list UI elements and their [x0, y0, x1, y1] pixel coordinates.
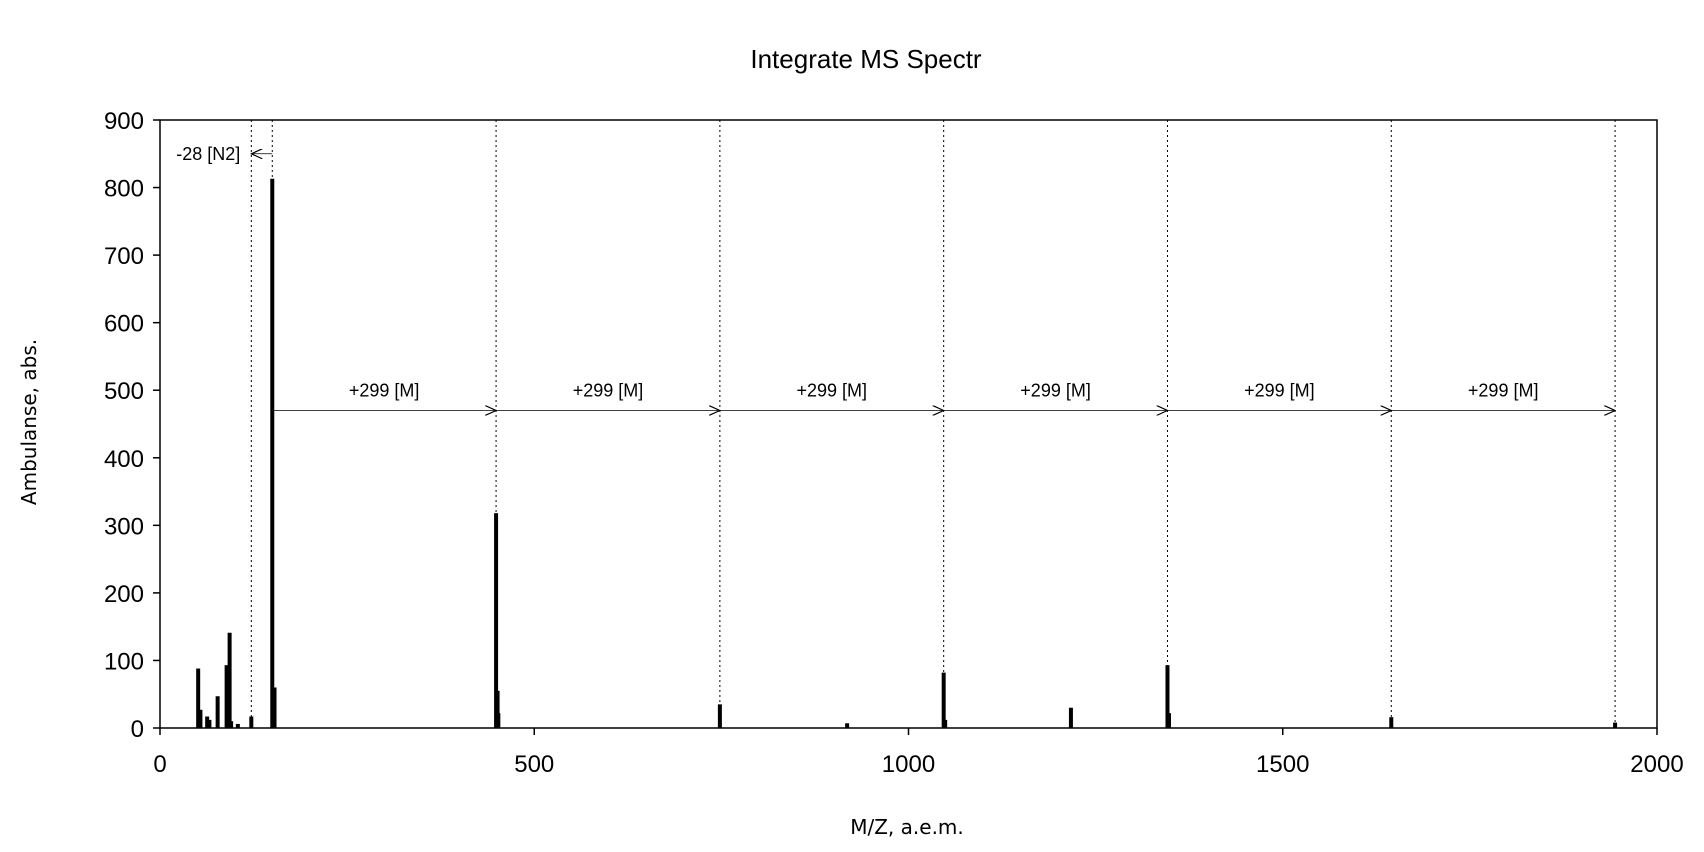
x-tick-label: 0	[153, 751, 166, 778]
peak-bar	[229, 721, 234, 728]
y-tick-label: 400	[104, 446, 144, 473]
peak-bar	[205, 716, 210, 728]
y-tick-label: 700	[104, 243, 144, 270]
peak-bar	[272, 687, 277, 728]
y-tick-label: 500	[104, 378, 144, 405]
peak-bar	[717, 704, 722, 728]
peak-bar	[207, 719, 212, 728]
x-tick-label: 500	[514, 751, 554, 778]
x-tick-label: 1000	[882, 751, 935, 778]
x-tick-label: 2000	[1630, 751, 1683, 778]
reference-lines	[250, 120, 1616, 728]
peak-bar	[1613, 722, 1618, 728]
annotation-label: +299 [M]	[1020, 380, 1091, 400]
peak-bar	[224, 665, 229, 728]
annotation-label: -28 [N2]	[176, 144, 240, 164]
peak-bar	[215, 696, 220, 728]
peak-bar	[845, 723, 850, 728]
x-axis-label: M/Z, a.e.m.	[850, 815, 964, 839]
annotation-label: +299 [M]	[1244, 380, 1315, 400]
annotation-label: +299 [M]	[797, 380, 868, 400]
annotation-label: +299 [M]	[573, 380, 644, 400]
peak-bar	[1068, 707, 1073, 728]
peak-bar	[1165, 665, 1170, 728]
peak-bar	[196, 668, 201, 728]
peak-bar	[1166, 713, 1171, 728]
peak-bar	[496, 713, 501, 728]
y-tick-label: 0	[131, 716, 144, 743]
peak-bar	[198, 709, 203, 728]
peak-bar	[227, 632, 232, 728]
peak-bar	[943, 719, 948, 728]
peak-bar	[270, 178, 275, 729]
y-tick-label: 800	[104, 176, 144, 203]
x-axis-ticks: 0 500 1000 1500 2000	[153, 728, 1684, 778]
y-axis-label: Ambulanse, abs.	[17, 339, 41, 505]
x-tick-label: 1500	[1256, 751, 1309, 778]
plot-frame	[159, 119, 1658, 729]
y-tick-label: 300	[104, 513, 144, 540]
peak-bar	[494, 513, 499, 728]
chart-title: Integrate MS Spectr	[750, 44, 982, 74]
y-axis-ticks: 0 100 200 300 400 500 600 700 800 900	[104, 108, 160, 743]
peak-bar	[1389, 717, 1394, 728]
y-tick-label: 900	[104, 108, 144, 135]
peak-bar	[941, 672, 946, 728]
peak-bar	[495, 690, 500, 728]
peak-bar	[235, 723, 240, 728]
annotation-label: +299 [M]	[1468, 380, 1539, 400]
y-tick-label: 100	[104, 648, 144, 675]
y-tick-label: 600	[104, 311, 144, 338]
y-tick-label: 200	[104, 581, 144, 608]
mass-difference-annotations: -28 [N2] +299 [M] +299 [M] +299 [M] +299 [M]…	[176, 144, 1615, 411]
peak-bar	[249, 716, 254, 728]
spectrum-peaks	[196, 178, 1618, 729]
annotation-label: +299 [M]	[349, 380, 420, 400]
